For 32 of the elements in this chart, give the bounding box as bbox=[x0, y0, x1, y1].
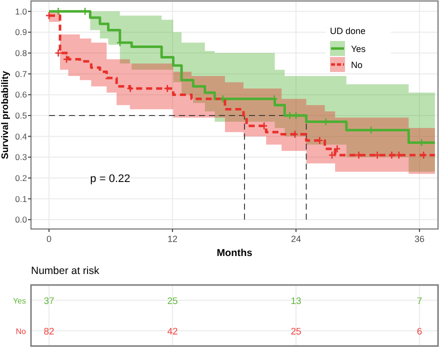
x-axis-title: Months bbox=[216, 248, 253, 259]
y-tick-label: 0.8 bbox=[15, 48, 28, 58]
legend-label: No bbox=[351, 60, 363, 70]
x-tick-label: 12 bbox=[167, 234, 178, 244]
x-tick-label: 24 bbox=[290, 234, 301, 244]
data-label: 13 bbox=[290, 296, 302, 307]
y-axis-title: Survival probability bbox=[0, 70, 11, 160]
data-label: 6 bbox=[416, 326, 422, 338]
x-tick-label: 0 bbox=[46, 234, 52, 244]
y-tick-label: 0.6 bbox=[15, 90, 28, 100]
annotation: p = 0.22 bbox=[90, 173, 130, 186]
legend-label: Yes bbox=[351, 44, 366, 54]
data-label: 37 bbox=[44, 296, 54, 307]
y-tick-label: 0.7 bbox=[15, 68, 28, 79]
y-tick-label: 0.0 bbox=[15, 214, 28, 225]
y-tick-label: 0.9 bbox=[15, 27, 28, 38]
y-tick-label: 1.0 bbox=[15, 6, 28, 16]
x-tick-label: 36 bbox=[414, 234, 424, 244]
data-label: 25 bbox=[167, 296, 178, 307]
y-tick-label: Yes bbox=[12, 296, 26, 306]
data-label: 82 bbox=[44, 326, 54, 338]
data-label: 25 bbox=[290, 326, 302, 338]
y-tick-label: No bbox=[16, 326, 27, 336]
legend-title: UD done bbox=[330, 26, 366, 36]
y-tick-label: 0.3 bbox=[15, 152, 28, 162]
y-tick-label: 0.1 bbox=[15, 194, 28, 204]
data-label: 42 bbox=[167, 326, 178, 338]
chart-title: Number at risk bbox=[31, 265, 100, 277]
data-label: 7 bbox=[416, 296, 422, 307]
y-tick-label: 0.5 bbox=[15, 110, 28, 121]
y-tick-label: 0.2 bbox=[15, 172, 28, 183]
y-tick-label: 0.4 bbox=[15, 131, 28, 142]
